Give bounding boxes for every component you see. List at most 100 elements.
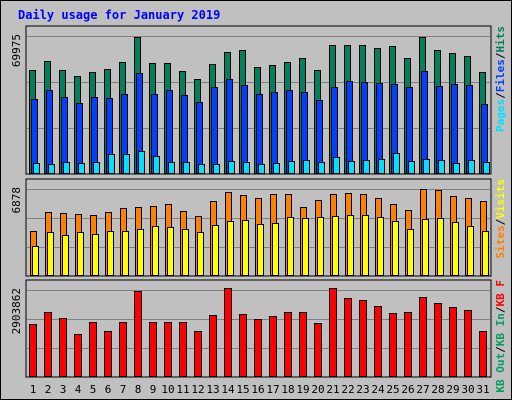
bar-kb-f xyxy=(314,323,322,377)
legend-item: Hits xyxy=(494,26,507,53)
bar-pages xyxy=(93,162,100,174)
x-tick-label: 29 xyxy=(446,383,459,396)
x-tick-label: 15 xyxy=(236,383,249,396)
bar-visits xyxy=(122,231,129,276)
legend-item: Pages xyxy=(494,99,507,132)
x-tick-label: 25 xyxy=(386,383,399,396)
chart-panels: 69975Pages/Files/Hits6878Sites/Visits290… xyxy=(10,25,507,393)
bar-kb-f xyxy=(164,322,172,377)
bar-visits xyxy=(92,234,99,276)
bar-pages xyxy=(318,162,325,174)
bar-pages xyxy=(468,160,475,174)
x-tick-label: 14 xyxy=(221,383,235,396)
bar-visits xyxy=(317,217,324,276)
bar-pages xyxy=(243,162,250,174)
x-tick-label: 8 xyxy=(135,383,142,396)
bar-pages xyxy=(168,162,175,174)
bar-visits xyxy=(182,229,189,276)
bar-visits xyxy=(167,227,174,276)
bar-kb-f xyxy=(404,312,412,377)
bar-files xyxy=(181,95,188,174)
legend-item: / xyxy=(494,92,507,99)
bar-kb-f xyxy=(194,331,202,377)
y-axis-max-label: 69975 xyxy=(10,34,23,67)
x-tick-label: 20 xyxy=(311,383,324,396)
bar-pages xyxy=(453,163,460,174)
bar-kb-f xyxy=(434,303,442,377)
bar-visits xyxy=(32,246,39,276)
x-tick-label: 9 xyxy=(150,383,157,396)
bar-pages xyxy=(288,161,295,174)
x-tick-label: 18 xyxy=(281,383,294,396)
bar-kb-f xyxy=(449,307,457,377)
x-tick-label: 27 xyxy=(416,383,429,396)
bar-pages xyxy=(333,157,340,174)
bar-pages xyxy=(183,162,190,174)
bar-kb-f xyxy=(89,322,97,377)
bar-pages xyxy=(63,162,70,174)
panel-legend: Sites/Visits xyxy=(494,179,507,259)
x-tick-label: 17 xyxy=(266,383,279,396)
x-tick-label: 3 xyxy=(60,383,67,396)
bar-files xyxy=(46,90,53,174)
legend-item: Visits xyxy=(494,179,507,219)
bar-pages xyxy=(363,160,370,174)
bar-pages xyxy=(48,164,55,174)
y-axis-max-label: 2903862 xyxy=(10,288,23,334)
x-tick-label: 19 xyxy=(296,383,309,396)
bar-files xyxy=(271,92,278,174)
bar-visits xyxy=(437,218,444,276)
bar-pages xyxy=(123,154,130,174)
bar-visits xyxy=(302,218,309,276)
bar-kb-f xyxy=(149,322,157,377)
bar-visits xyxy=(422,219,429,276)
x-tick-label: 12 xyxy=(191,383,204,396)
legend-item: KB In xyxy=(494,313,507,346)
x-tick-label: 22 xyxy=(341,383,354,396)
bar-files xyxy=(406,87,413,174)
x-tick-label: 6 xyxy=(105,383,112,396)
bar-kb-f xyxy=(389,313,397,377)
bar-kb-f xyxy=(329,288,337,377)
bar-kb-f xyxy=(59,318,67,377)
bar-kb-f xyxy=(479,331,487,377)
bar-pages xyxy=(438,160,445,174)
bar-kb-f xyxy=(344,298,352,377)
bar-kb-f xyxy=(29,324,37,377)
bar-pages xyxy=(393,153,400,174)
bar-files xyxy=(346,81,353,174)
bar-visits xyxy=(407,229,414,276)
x-tick-label: 23 xyxy=(356,383,369,396)
bar-visits xyxy=(107,231,114,276)
y-axis-max-label: 6878 xyxy=(10,187,23,214)
bar-kb-f xyxy=(419,297,427,377)
bar-kb-f xyxy=(209,315,217,377)
bar-visits xyxy=(227,221,234,276)
bar-visits xyxy=(287,217,294,276)
bar-visits xyxy=(257,224,264,276)
bar-pages xyxy=(33,163,40,174)
x-tick-label: 5 xyxy=(90,383,97,396)
bar-pages xyxy=(408,161,415,174)
bar-kb-f xyxy=(224,288,232,377)
bar-files xyxy=(256,94,263,174)
bar-kb-f xyxy=(464,310,472,377)
legend-item: / xyxy=(494,306,507,313)
x-tick-label: 4 xyxy=(75,383,82,396)
x-tick-label: 11 xyxy=(176,383,189,396)
x-tick-label: 24 xyxy=(371,383,385,396)
bar-visits xyxy=(347,215,354,276)
bar-pages xyxy=(378,159,385,174)
bar-visits xyxy=(392,221,399,276)
bar-files xyxy=(31,99,38,174)
bar-kb-f xyxy=(239,314,247,377)
bar-visits xyxy=(47,232,54,276)
bar-files xyxy=(421,71,428,174)
bar-pages xyxy=(273,163,280,174)
bar-pages xyxy=(108,154,115,174)
bar-kb-f xyxy=(134,291,142,377)
x-tick-label: 30 xyxy=(461,383,474,396)
legend-item: KB F xyxy=(494,280,507,307)
